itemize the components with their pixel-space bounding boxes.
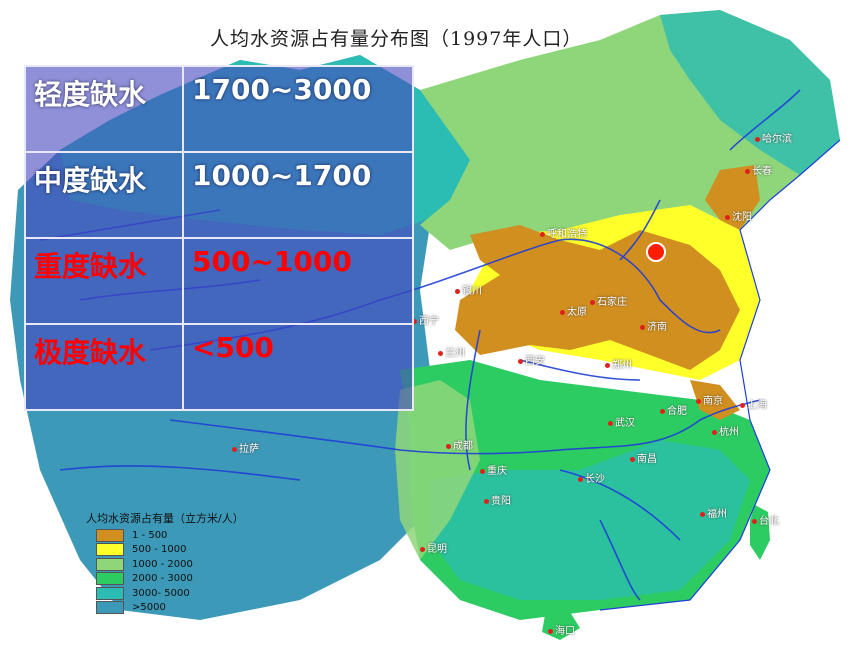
city-label: 拉萨 [232, 440, 259, 455]
region-south-3000-5000 [430, 440, 750, 600]
scarcity-range-cell: 1000~1700 [182, 151, 414, 239]
legend-swatch [96, 572, 124, 586]
legend-swatch [96, 557, 124, 571]
legend-item: 1000 - 2000 [86, 557, 244, 572]
map-title: 人均水资源占有量分布图（1997年人口） [210, 28, 583, 50]
city-label: 石家庄 [590, 293, 627, 308]
city-label: 杭州 [712, 423, 739, 438]
city-label: 沈阳 [725, 208, 752, 223]
scarcity-level-cell: 极度缺水 [24, 323, 184, 411]
city-label: 重庆 [480, 462, 507, 477]
legend-item: >5000 [86, 601, 244, 616]
city-label: 西宁 [412, 312, 439, 327]
city-label: 台北 [752, 512, 779, 527]
legend-item: 2000 - 3000 [86, 572, 244, 587]
city-label: 武汉 [608, 414, 635, 429]
legend-title: 人均水资源占有量（立方米/人） [86, 512, 244, 525]
legend-item: 500 - 1000 [86, 543, 244, 558]
city-label: 南京 [696, 392, 723, 407]
legend-label: 1000 - 2000 [132, 558, 193, 570]
city-label: 合肥 [660, 402, 687, 417]
city-label: 西安 [518, 352, 545, 367]
table-row: 重度缺水 500~1000 [24, 237, 414, 325]
legend-label: 1 - 500 [132, 529, 168, 541]
scarcity-range-cell: 1700~3000 [182, 65, 414, 153]
city-label: 成都 [446, 437, 473, 452]
region-northeast-3000-5000 [660, 10, 840, 175]
coastline [599, 139, 841, 611]
city-label: 长春 [745, 162, 772, 177]
city-label: 郑州 [605, 356, 632, 371]
legend-swatch [96, 601, 124, 615]
legend-swatch [96, 528, 124, 542]
legend-label: >5000 [132, 602, 166, 614]
city-label: 上海 [740, 396, 767, 411]
city-label: 济南 [640, 318, 667, 333]
city-label: 海口 [548, 622, 575, 637]
city-label: 太原 [560, 303, 587, 318]
table-row: 极度缺水 <500 [24, 323, 414, 411]
legend-label: 500 - 1000 [132, 544, 187, 556]
city-label: 哈尔滨 [755, 130, 792, 145]
table-row: 中度缺水 1000~1700 [24, 151, 414, 239]
water-scarcity-table: 轻度缺水 1700~3000 中度缺水 1000~1700 重度缺水 500~1… [24, 65, 414, 411]
city-label: 呼和浩特 [540, 225, 587, 240]
scarcity-range-cell: 500~1000 [182, 237, 414, 325]
legend-swatch [96, 586, 124, 600]
beijing-highlight-marker [646, 242, 666, 262]
scarcity-range-cell: <500 [182, 323, 414, 411]
city-label: 长沙 [578, 470, 605, 485]
legend-item: 1 - 500 [86, 528, 244, 543]
city-label: 南昌 [630, 450, 657, 465]
city-label: 昆明 [420, 540, 447, 555]
scarcity-level-cell: 中度缺水 [24, 151, 184, 239]
legend-label: 3000- 5000 [132, 587, 190, 599]
city-label: 兰州 [438, 344, 465, 359]
region-southwest-1000-2000 [395, 380, 480, 560]
city-label: 银川 [455, 282, 482, 297]
city-label: 贵阳 [484, 492, 511, 507]
legend-swatch [96, 543, 124, 557]
map-legend: 人均水资源占有量（立方米/人） 1 - 500 500 - 1000 1000 … [86, 510, 244, 615]
legend-item: 3000- 5000 [86, 586, 244, 601]
table-row: 轻度缺水 1700~3000 [24, 65, 414, 153]
city-label: 福州 [700, 505, 727, 520]
scarcity-level-cell: 轻度缺水 [24, 65, 184, 153]
scarcity-level-cell: 重度缺水 [24, 237, 184, 325]
legend-label: 2000 - 3000 [132, 573, 193, 585]
